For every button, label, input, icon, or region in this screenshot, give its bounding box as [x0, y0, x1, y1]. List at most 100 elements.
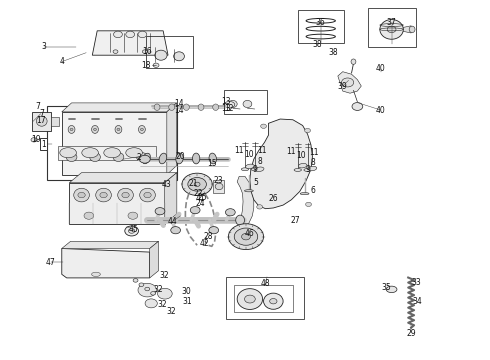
- Ellipse shape: [92, 272, 100, 276]
- Ellipse shape: [298, 163, 307, 168]
- Ellipse shape: [140, 188, 155, 202]
- Text: 6: 6: [311, 185, 316, 194]
- Text: 32: 32: [160, 270, 169, 279]
- Text: 13: 13: [221, 97, 231, 106]
- Text: 19: 19: [31, 135, 41, 144]
- Text: 8: 8: [310, 158, 315, 167]
- Ellipse shape: [255, 167, 264, 171]
- Ellipse shape: [236, 215, 245, 225]
- Polygon shape: [62, 112, 167, 175]
- Ellipse shape: [308, 166, 317, 171]
- Ellipse shape: [126, 31, 135, 38]
- Polygon shape: [62, 248, 150, 278]
- Ellipse shape: [264, 293, 283, 309]
- Ellipse shape: [68, 126, 75, 134]
- Polygon shape: [213, 180, 224, 193]
- Text: 14: 14: [174, 105, 184, 114]
- Ellipse shape: [245, 295, 255, 303]
- Text: 32: 32: [153, 285, 163, 294]
- Ellipse shape: [193, 153, 200, 164]
- Ellipse shape: [139, 126, 146, 134]
- Bar: [298, 10, 344, 43]
- Text: 15: 15: [207, 159, 217, 168]
- Ellipse shape: [31, 138, 37, 142]
- Ellipse shape: [380, 19, 403, 39]
- Text: 8: 8: [257, 157, 262, 166]
- Text: 10: 10: [244, 150, 254, 159]
- Text: 36: 36: [316, 18, 326, 27]
- Ellipse shape: [137, 153, 147, 162]
- Text: 32: 32: [166, 307, 175, 316]
- Text: 4: 4: [59, 57, 64, 66]
- Text: 11: 11: [286, 147, 295, 156]
- Ellipse shape: [352, 103, 363, 111]
- Text: 9: 9: [305, 166, 310, 175]
- Ellipse shape: [140, 155, 150, 163]
- Ellipse shape: [155, 208, 165, 215]
- Polygon shape: [58, 146, 156, 159]
- Ellipse shape: [182, 173, 212, 195]
- Ellipse shape: [126, 148, 143, 158]
- Text: 48: 48: [261, 279, 270, 288]
- Text: 43: 43: [162, 180, 171, 189]
- Text: 21: 21: [189, 179, 198, 188]
- Text: 38: 38: [328, 48, 338, 57]
- Text: 47: 47: [46, 258, 55, 267]
- Ellipse shape: [128, 229, 135, 233]
- Text: 37: 37: [387, 18, 396, 27]
- Polygon shape: [62, 241, 159, 248]
- Ellipse shape: [409, 26, 415, 33]
- Ellipse shape: [82, 148, 98, 158]
- Ellipse shape: [84, 212, 94, 219]
- Ellipse shape: [114, 31, 122, 38]
- Text: 42: 42: [200, 239, 210, 248]
- Ellipse shape: [90, 153, 100, 162]
- Polygon shape: [338, 72, 361, 93]
- Ellipse shape: [183, 104, 189, 111]
- Ellipse shape: [294, 168, 301, 171]
- Ellipse shape: [198, 104, 204, 111]
- Ellipse shape: [351, 59, 356, 64]
- Ellipse shape: [122, 192, 129, 198]
- Bar: [368, 8, 416, 46]
- Text: 41: 41: [195, 194, 205, 203]
- Text: 45: 45: [129, 225, 139, 234]
- Text: 10: 10: [296, 151, 306, 160]
- Polygon shape: [402, 26, 411, 33]
- Text: 11: 11: [257, 146, 267, 155]
- Bar: [47, 107, 176, 180]
- Ellipse shape: [245, 164, 254, 168]
- Text: 24: 24: [195, 199, 205, 208]
- Text: 3: 3: [41, 42, 46, 51]
- Ellipse shape: [115, 126, 122, 134]
- Text: 33: 33: [411, 278, 421, 287]
- Ellipse shape: [169, 104, 174, 111]
- Ellipse shape: [257, 205, 263, 209]
- Ellipse shape: [213, 104, 219, 111]
- Text: 31: 31: [183, 297, 192, 306]
- Ellipse shape: [138, 283, 157, 297]
- Text: 13: 13: [221, 104, 231, 113]
- Text: 18: 18: [142, 61, 151, 70]
- Text: 26: 26: [269, 194, 278, 203]
- Ellipse shape: [125, 226, 139, 236]
- Ellipse shape: [171, 226, 180, 234]
- Ellipse shape: [144, 192, 151, 198]
- Ellipse shape: [190, 207, 200, 214]
- Text: 40: 40: [376, 105, 386, 114]
- Ellipse shape: [234, 228, 258, 245]
- Bar: [224, 90, 268, 114]
- Ellipse shape: [386, 286, 397, 293]
- Ellipse shape: [66, 153, 77, 162]
- Ellipse shape: [133, 279, 138, 282]
- Text: 46: 46: [245, 229, 255, 238]
- Ellipse shape: [92, 126, 98, 134]
- Ellipse shape: [242, 233, 250, 240]
- Ellipse shape: [100, 192, 107, 198]
- Text: 1: 1: [41, 140, 46, 149]
- Ellipse shape: [60, 148, 76, 158]
- Ellipse shape: [158, 288, 172, 299]
- Ellipse shape: [173, 52, 184, 61]
- Ellipse shape: [96, 188, 111, 202]
- Text: 17: 17: [36, 116, 46, 125]
